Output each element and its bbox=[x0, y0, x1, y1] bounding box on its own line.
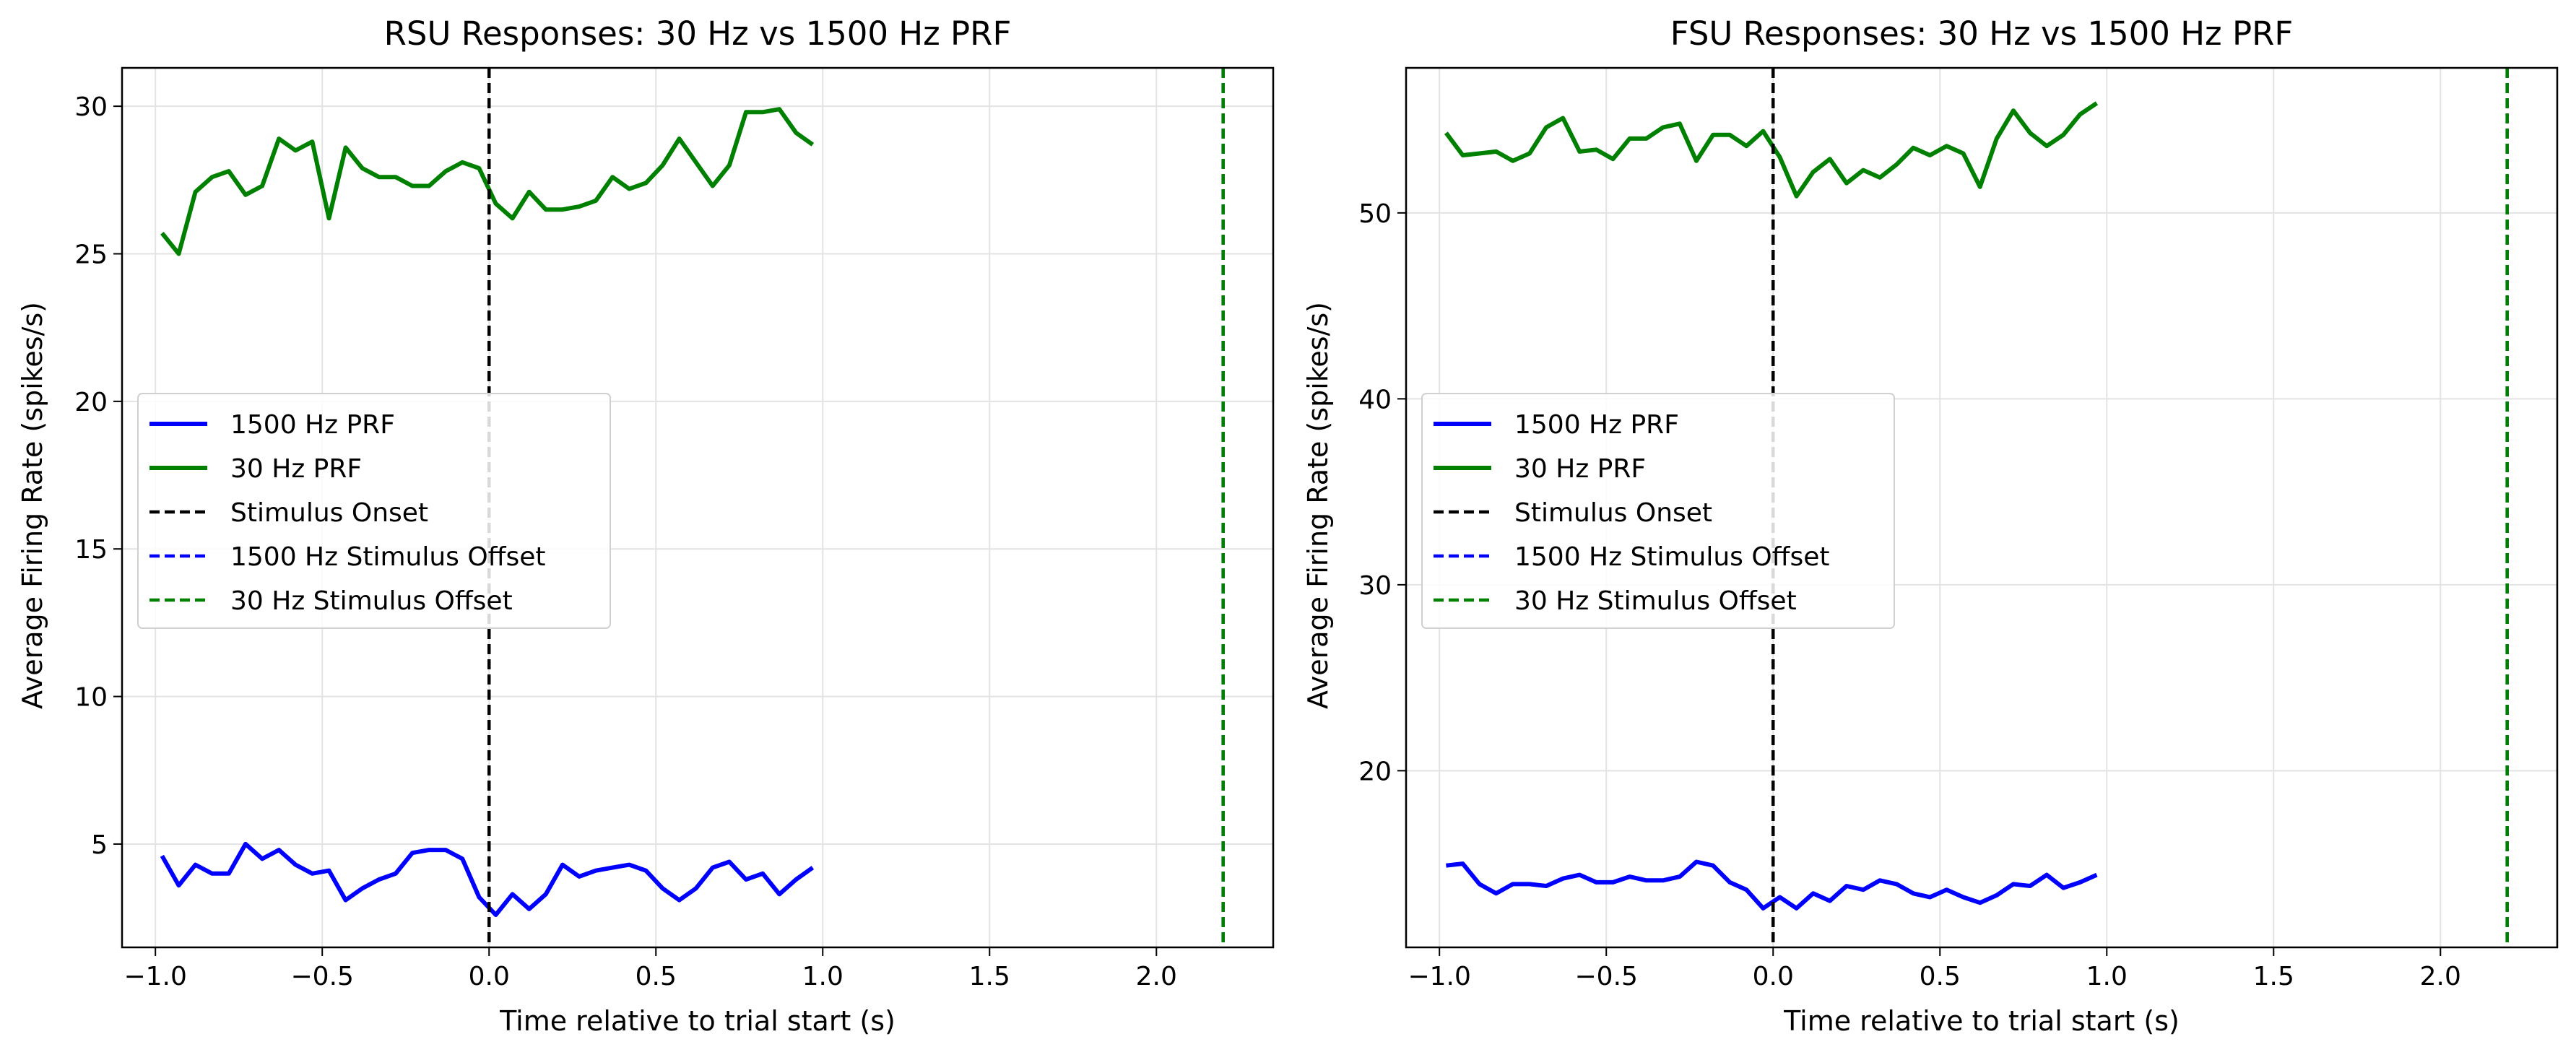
x-tick-label: 2.0 bbox=[2420, 962, 2461, 991]
legend-label: 1500 Hz PRF bbox=[230, 410, 395, 440]
x-tick-label: 0.5 bbox=[1920, 962, 1961, 991]
legend-label: 30 Hz Stimulus Offset bbox=[1514, 586, 1797, 616]
legend-label: 1500 Hz PRF bbox=[1514, 410, 1679, 440]
legend-label: 30 Hz PRF bbox=[230, 454, 362, 484]
axes-frame bbox=[121, 66, 1275, 949]
legend-label: 30 Hz Stimulus Offset bbox=[230, 586, 513, 616]
legend-label: 1500 Hz Stimulus Offset bbox=[230, 542, 546, 572]
legend: 1500 Hz PRF 30 Hz PRF Stimulus Onset 1500 H… bbox=[137, 393, 611, 629]
y-tick-label: 30 bbox=[74, 92, 108, 122]
chart-title: RSU Responses: 30 Hz vs 1500 Hz PRF bbox=[384, 14, 1012, 53]
legend: 1500 Hz PRF 30 Hz PRF Stimulus Onset 1500 H… bbox=[1421, 393, 1895, 629]
x-tick-label: −1.0 bbox=[123, 962, 186, 991]
y-tick-label: 40 bbox=[1358, 385, 1392, 414]
legend-label: 30 Hz PRF bbox=[1514, 454, 1646, 484]
legend-box bbox=[137, 393, 611, 629]
x-tick-label: −0.5 bbox=[1575, 962, 1638, 991]
x-tick-label: −0.5 bbox=[291, 962, 354, 991]
x-tick-label: −1.0 bbox=[1408, 962, 1470, 991]
panel-rsu: RSU Responses: 30 Hz vs 1500 Hz PRF Time… bbox=[17, 14, 1275, 1037]
x-tick-label: 1.5 bbox=[969, 962, 1010, 991]
y-tick-label: 20 bbox=[74, 388, 108, 417]
y-axis-label: Average Firing Rate (spikes/s) bbox=[17, 302, 48, 709]
x-axis-label: Time relative to trial start (s) bbox=[1783, 1005, 2180, 1037]
y-tick-label: 20 bbox=[1358, 757, 1392, 786]
series-line-1500-hz-prf bbox=[160, 841, 815, 917]
legend-box bbox=[1421, 393, 1895, 629]
y-tick-label: 50 bbox=[1358, 199, 1392, 229]
x-tick-label: 1.0 bbox=[2086, 962, 2128, 991]
axes-frame bbox=[1405, 66, 2559, 949]
x-tick-label: 2.0 bbox=[1136, 962, 1177, 991]
y-tick-label: 5 bbox=[91, 830, 108, 860]
x-tick-label: 1.5 bbox=[2253, 962, 2294, 991]
x-tick-label: 0.0 bbox=[1753, 962, 1794, 991]
x-tick-label: 1.0 bbox=[802, 962, 844, 991]
plot-area-fsu: −1.0 −0.5 0.0 0.5 1.0 1.5 2.0 20 30 40 50 1500 Hz P… bbox=[1358, 66, 2559, 991]
panel-fsu: FSU Responses: 30 Hz vs 1500 Hz PRF Time… bbox=[1302, 14, 2559, 1037]
legend-label: 1500 Hz Stimulus Offset bbox=[1514, 542, 1830, 572]
y-tick-label: 10 bbox=[74, 683, 108, 713]
series-line-1500-hz-prf bbox=[1446, 859, 2098, 911]
x-tick-label: 0.5 bbox=[636, 962, 677, 991]
legend-label: Stimulus Onset bbox=[230, 498, 428, 528]
y-tick-label: 25 bbox=[74, 240, 108, 269]
series-line-30-hz-prf bbox=[1444, 101, 2099, 199]
plot-area-rsu: −1.0 −0.5 0.0 0.5 1.0 1.5 2.0 5 10 15 20 25 30 1500 H… bbox=[74, 66, 1275, 991]
legend-label: Stimulus Onset bbox=[1514, 498, 1712, 528]
x-tick-label: 0.0 bbox=[469, 962, 510, 991]
y-tick-label: 15 bbox=[74, 535, 108, 565]
y-tick-label: 30 bbox=[1358, 571, 1392, 601]
x-axis-label: Time relative to trial start (s) bbox=[499, 1005, 895, 1037]
chart-title: FSU Responses: 30 Hz vs 1500 Hz PRF bbox=[1670, 14, 2294, 53]
series-line-30-hz-prf bbox=[160, 107, 815, 256]
y-axis-label: Average Firing Rate (spikes/s) bbox=[1302, 302, 1334, 709]
